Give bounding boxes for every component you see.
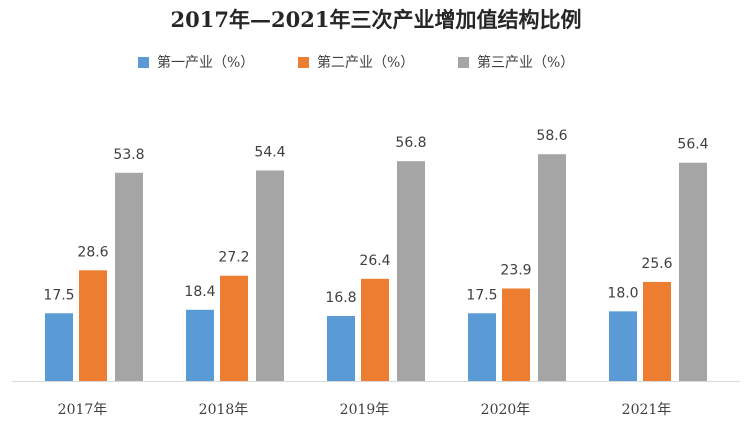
data-label-1-2018年: 18.4 xyxy=(184,284,215,300)
legend-swatch-secondary xyxy=(298,56,309,68)
chart-title: 2017年—2021年三次产业增加值结构比例 xyxy=(170,7,582,32)
bar-2-2021年 xyxy=(643,281,671,381)
data-label-1-2021年: 18.0 xyxy=(607,285,638,301)
bar-1-2021年 xyxy=(609,311,637,381)
bar-1-2020年 xyxy=(468,313,496,381)
bar-3-2021年 xyxy=(679,162,707,381)
data-label-1-2020年: 17.5 xyxy=(466,287,497,303)
bar-3-2017年 xyxy=(115,172,143,381)
x-tick-label-2020年: 2020年 xyxy=(481,402,531,418)
data-label-2-2020年: 23.9 xyxy=(500,263,531,279)
legend-item-primary: 第一产业（%） xyxy=(138,52,254,72)
data-label-3-2021年: 56.4 xyxy=(677,137,708,153)
bar-1-2019年 xyxy=(327,315,355,381)
data-label-1-2019年: 16.8 xyxy=(325,290,356,306)
bar-1-2017年 xyxy=(45,313,73,381)
legend-item-tertiary: 第三产业（%） xyxy=(458,52,574,72)
bar-1-2018年 xyxy=(186,309,214,381)
legend-swatch-tertiary xyxy=(458,56,469,68)
legend-item-secondary: 第二产业（%） xyxy=(298,52,414,72)
data-label-3-2017年: 53.8 xyxy=(113,147,144,163)
x-tick-label-2018年: 2018年 xyxy=(199,402,249,418)
data-label-3-2020年: 58.6 xyxy=(536,128,567,144)
data-label-2-2021年: 25.6 xyxy=(641,256,672,272)
x-tick-label-2021年: 2021年 xyxy=(622,402,672,418)
data-label-3-2018年: 54.4 xyxy=(254,144,285,160)
legend-label-secondary: 第二产业（%） xyxy=(317,55,415,71)
bar-3-2020年 xyxy=(538,154,566,381)
bar-2-2019年 xyxy=(361,278,389,381)
bar-2-2017年 xyxy=(79,270,107,381)
bar-3-2019年 xyxy=(397,161,425,381)
x-tick-label-2017年: 2017年 xyxy=(58,402,108,418)
x-tick-label-2019年: 2019年 xyxy=(340,402,390,418)
legend-swatch-primary xyxy=(138,56,149,68)
data-label-2-2018年: 27.2 xyxy=(218,250,249,266)
legend: 第一产业（%） 第二产业（%） 第三产业（%） xyxy=(0,52,752,74)
bar-2-2020年 xyxy=(502,288,530,381)
data-label-2-2017年: 28.6 xyxy=(77,244,108,260)
data-label-1-2017年: 17.5 xyxy=(43,287,74,303)
data-label-3-2019年: 56.8 xyxy=(395,135,426,151)
bar-3-2018年 xyxy=(256,170,284,381)
bar-2-2018年 xyxy=(220,275,248,381)
legend-label-tertiary: 第三产业（%） xyxy=(477,55,575,71)
legend-label-primary: 第一产业（%） xyxy=(157,55,255,71)
data-label-2-2019年: 26.4 xyxy=(359,253,390,269)
